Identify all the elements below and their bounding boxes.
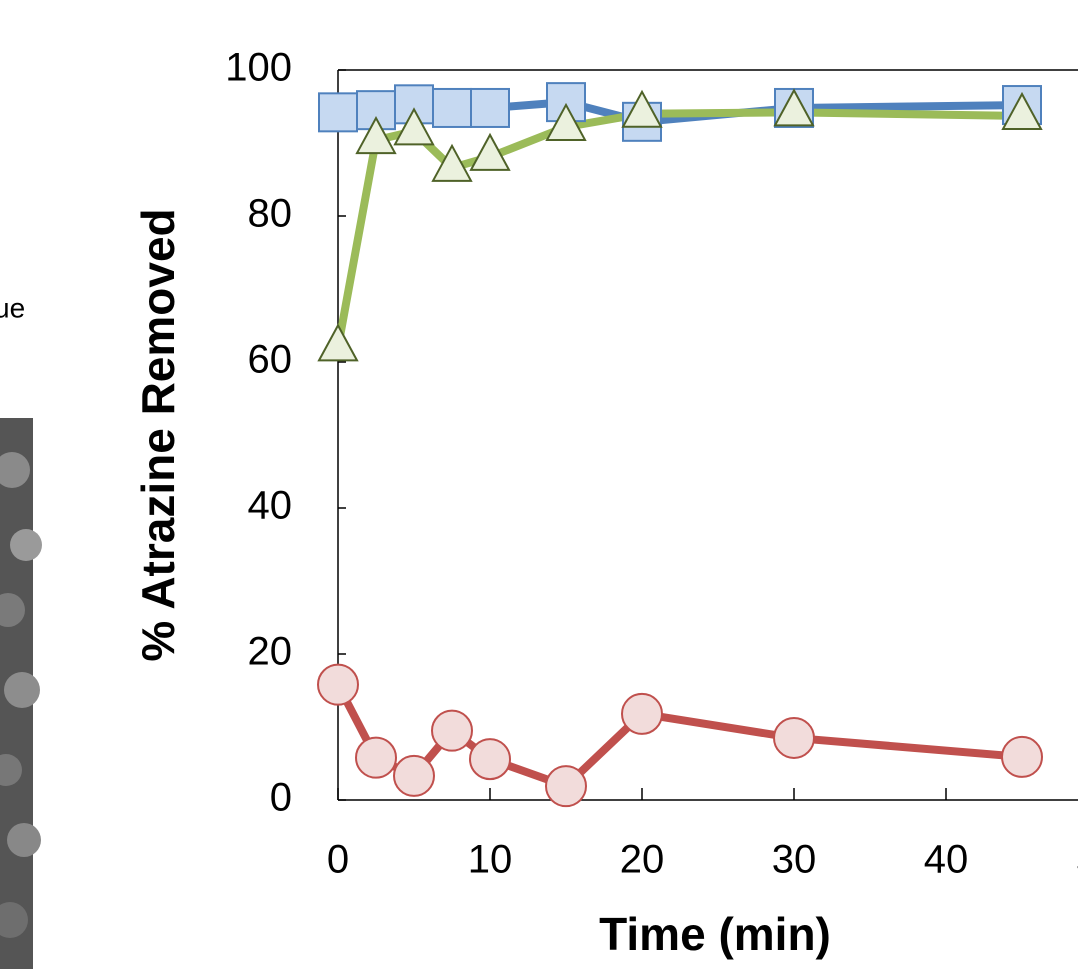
circle-marker	[393, 754, 435, 797]
triangle-marker	[469, 132, 511, 171]
x-tick-label: 40	[924, 838, 969, 882]
triangle-marker	[431, 143, 473, 182]
triangle-marker	[317, 323, 359, 362]
circle-marker	[317, 663, 359, 706]
x-tick-label: 20	[620, 838, 665, 882]
triangle-marker	[621, 89, 663, 128]
triangle-marker	[355, 115, 397, 155]
series-line	[334, 108, 1023, 349]
circle-marker	[545, 765, 587, 808]
triangle-marker	[773, 88, 815, 127]
y-tick-label: 0	[270, 776, 292, 820]
y-tick-label: 40	[248, 484, 293, 528]
square-marker	[432, 87, 472, 128]
x-tick-label: 0	[327, 838, 349, 882]
circle-marker	[431, 709, 473, 752]
x-tick-label: 10	[468, 838, 513, 882]
circle-marker	[469, 738, 511, 781]
square-marker	[318, 92, 358, 133]
micrograph	[0, 418, 42, 969]
y-tick-label: 60	[248, 338, 293, 382]
x-axis-label: Time (min)	[599, 908, 831, 960]
circle-marker	[1001, 735, 1043, 778]
triangle-marker	[1001, 91, 1043, 130]
x-tick-label: 50	[1076, 838, 1078, 882]
y-tick-label: 20	[248, 630, 293, 674]
side-text: ue	[0, 292, 25, 323]
y-tick-label: 100	[225, 46, 292, 90]
x-tick-label: 30	[772, 838, 817, 882]
circle-marker	[355, 736, 397, 779]
triangle-marker	[545, 102, 587, 141]
triangle-marker	[393, 107, 435, 146]
y-tick-label: 80	[248, 192, 293, 236]
y-axis-label: % Atrazine Removed	[132, 208, 184, 661]
square-marker	[470, 87, 510, 128]
circle-marker	[773, 716, 815, 759]
circle-marker	[621, 692, 663, 735]
